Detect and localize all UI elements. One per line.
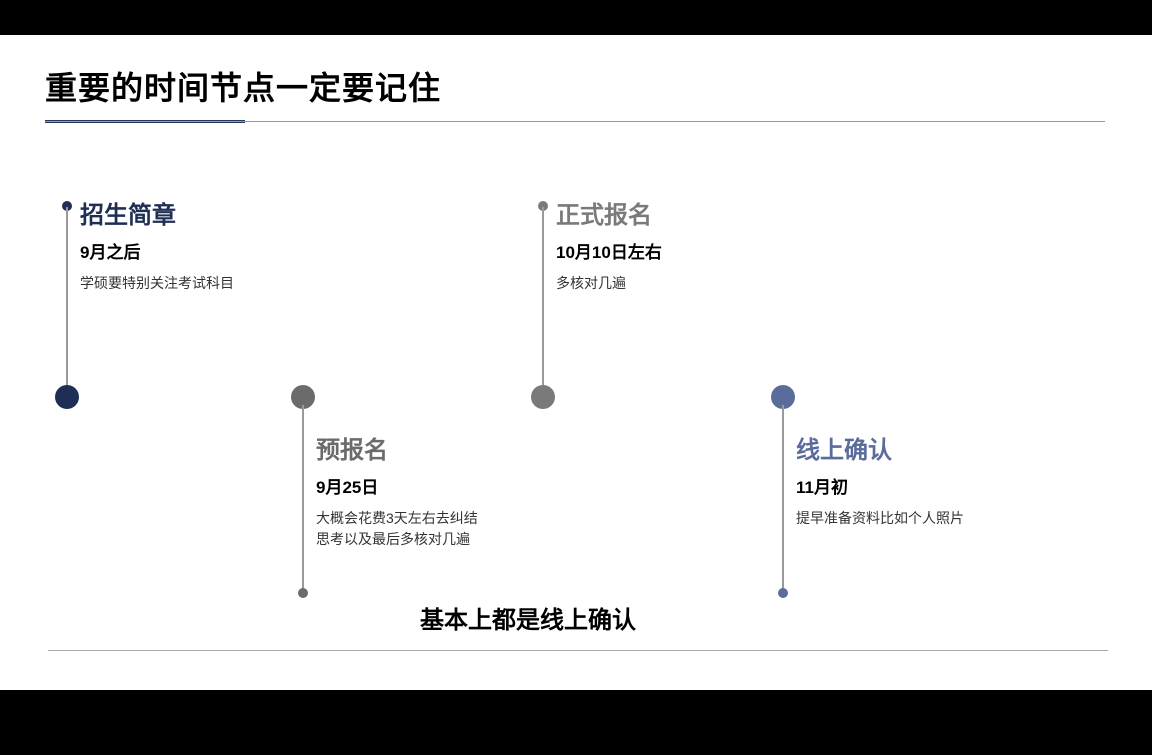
title-underline-light [45, 121, 1105, 122]
footer-line [48, 650, 1108, 651]
item-title-3: 正式报名 [556, 195, 662, 230]
item-title-4: 线上确认 [796, 430, 964, 465]
vline-2 [302, 405, 304, 590]
item-desc-2: 大概会花费3天左右去纠结 思考以及最后多核对几遍 [316, 508, 478, 550]
item-title-1: 招生简章 [80, 195, 234, 230]
vline-3 [542, 207, 544, 387]
timeline-item-1: 招生简章 9月之后 学硕要特别关注考试科目 [80, 195, 234, 294]
item-desc-1: 学硕要特别关注考试科目 [80, 273, 234, 294]
item-title-2: 预报名 [316, 430, 478, 465]
item-date-3: 10月10日左右 [556, 238, 662, 263]
vline-1 [66, 207, 68, 387]
item-date-4: 11月初 [796, 473, 964, 498]
timeline-item-4: 线上确认 11月初 提早准备资料比如个人照片 [796, 430, 964, 529]
vline-4 [782, 405, 784, 590]
footer-text: 基本上都是线上确认 [420, 600, 636, 635]
item-date-2: 9月25日 [316, 473, 478, 498]
dot-small-4 [778, 588, 788, 598]
item-desc-4: 提早准备资料比如个人照片 [796, 508, 964, 529]
dot-small-2 [298, 588, 308, 598]
dot-large-1 [55, 385, 79, 409]
item-desc-3: 多核对几遍 [556, 273, 662, 294]
item-date-1: 9月之后 [80, 238, 234, 263]
timeline-item-3: 正式报名 10月10日左右 多核对几遍 [556, 195, 662, 294]
slide-title: 重要的时间节点一定要记住 [45, 63, 441, 109]
timeline-item-2: 预报名 9月25日 大概会花费3天左右去纠结 思考以及最后多核对几遍 [316, 430, 478, 550]
dot-large-3 [531, 385, 555, 409]
slide: 重要的时间节点一定要记住 招生简章 9月之后 学硕要特别关注考试科目 预报名 9… [0, 35, 1152, 690]
